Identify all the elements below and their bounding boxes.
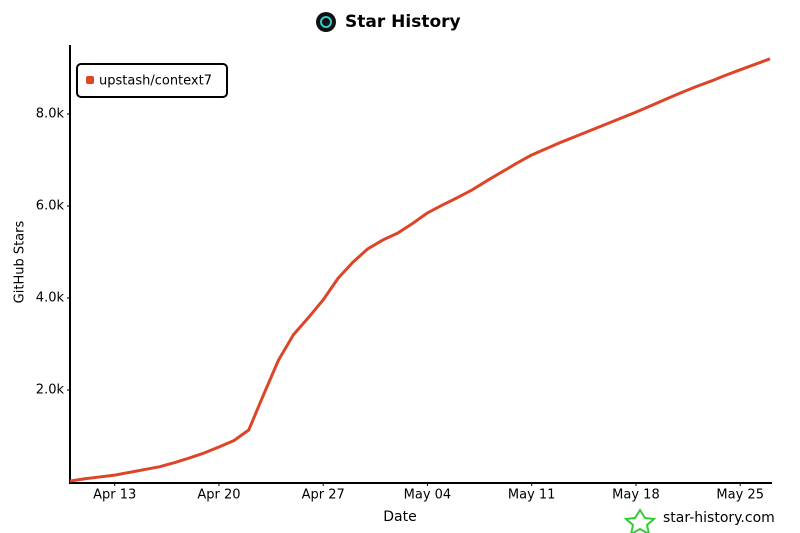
watermark: star-history.com — [663, 510, 775, 526]
chart-title: Star History — [345, 12, 461, 32]
y-tick-label: 8.0k — [36, 107, 65, 122]
series-line — [69, 57, 771, 483]
logo-swirl — [320, 16, 332, 28]
watermark-icon — [623, 508, 657, 533]
x-tick-label: Apr 13 — [93, 488, 136, 503]
x-tick-label: May 25 — [716, 488, 764, 503]
x-tick-label: Apr 20 — [197, 488, 240, 503]
x-tick-label: Apr 27 — [302, 488, 345, 503]
legend-label: upstash/context7 — [99, 74, 212, 89]
y-tick-label: 6.0k — [36, 199, 65, 214]
x-tick-label: May 11 — [508, 488, 556, 503]
x-tick-label: May 18 — [612, 488, 660, 503]
x-axis-label: Date — [383, 509, 416, 525]
logo — [316, 12, 336, 32]
legend-box — [76, 63, 228, 98]
y-tick-label: 2.0k — [36, 383, 65, 398]
y-tick-label: 4.0k — [36, 291, 65, 306]
x-tick-label: May 04 — [404, 488, 452, 503]
y-axis-label: GitHub Stars — [13, 220, 28, 303]
legend-swatch — [86, 76, 94, 84]
